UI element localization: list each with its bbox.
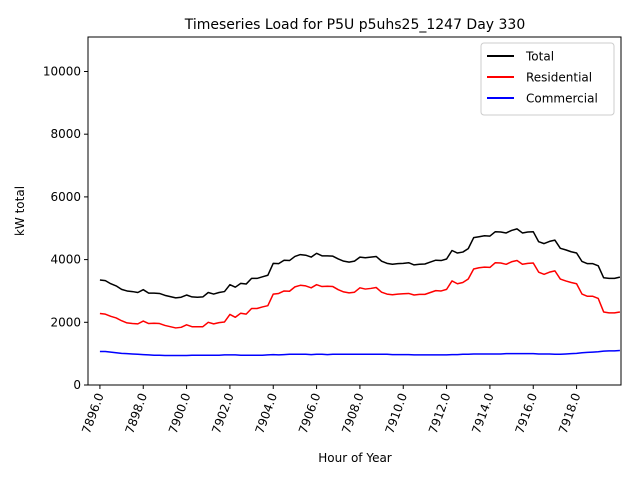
x-tick-label: 7916.0 bbox=[513, 391, 541, 435]
chart-title: Timeseries Load for P5U p5uhs25_1247 Day… bbox=[184, 17, 526, 33]
x-tick-label: 7910.0 bbox=[383, 391, 411, 435]
y-axis-ticks: 0 2000 4000 6000 8000 10000 bbox=[43, 64, 88, 392]
y-tick-label: 2000 bbox=[50, 315, 81, 329]
legend: Total Residential Commercial bbox=[480, 42, 615, 116]
y-tick-label: 8000 bbox=[50, 127, 81, 141]
x-axis-label: Hour of Year bbox=[318, 451, 392, 465]
legend-label-commercial: Commercial bbox=[526, 92, 598, 106]
x-tick-label: 7898.0 bbox=[123, 391, 151, 435]
series-line-total bbox=[99, 228, 621, 299]
x-axis-ticks: 7896.0 7898.0 7900.0 7902.0 7904.0 7906.0 7908… bbox=[79, 385, 583, 435]
x-tick-label: 7896.0 bbox=[79, 391, 107, 435]
y-tick-label: 10000 bbox=[43, 64, 81, 78]
x-tick-label: 7912.0 bbox=[426, 391, 454, 435]
x-tick-label: 7918.0 bbox=[556, 391, 584, 435]
plot-area-frame bbox=[87, 36, 622, 386]
legend-label-total: Total bbox=[525, 50, 554, 64]
x-tick-label: 7914.0 bbox=[469, 391, 497, 435]
x-tick-label: 7908.0 bbox=[339, 391, 367, 435]
series-line-commercial bbox=[99, 349, 620, 357]
x-tick-label: 7906.0 bbox=[296, 391, 324, 435]
y-tick-label: 0 bbox=[73, 378, 81, 392]
legend-label-residential: Residential bbox=[526, 71, 592, 85]
x-tick-label: 7904.0 bbox=[253, 391, 281, 435]
y-tick-label: 6000 bbox=[50, 190, 81, 204]
x-tick-label: 7900.0 bbox=[166, 391, 194, 435]
plot-lines bbox=[99, 228, 621, 357]
legend-box bbox=[480, 42, 615, 116]
x-tick-label: 7902.0 bbox=[209, 391, 237, 435]
y-tick-label: 4000 bbox=[50, 253, 81, 267]
series-line-residential bbox=[99, 259, 621, 329]
y-axis-label: kW total bbox=[13, 186, 27, 236]
